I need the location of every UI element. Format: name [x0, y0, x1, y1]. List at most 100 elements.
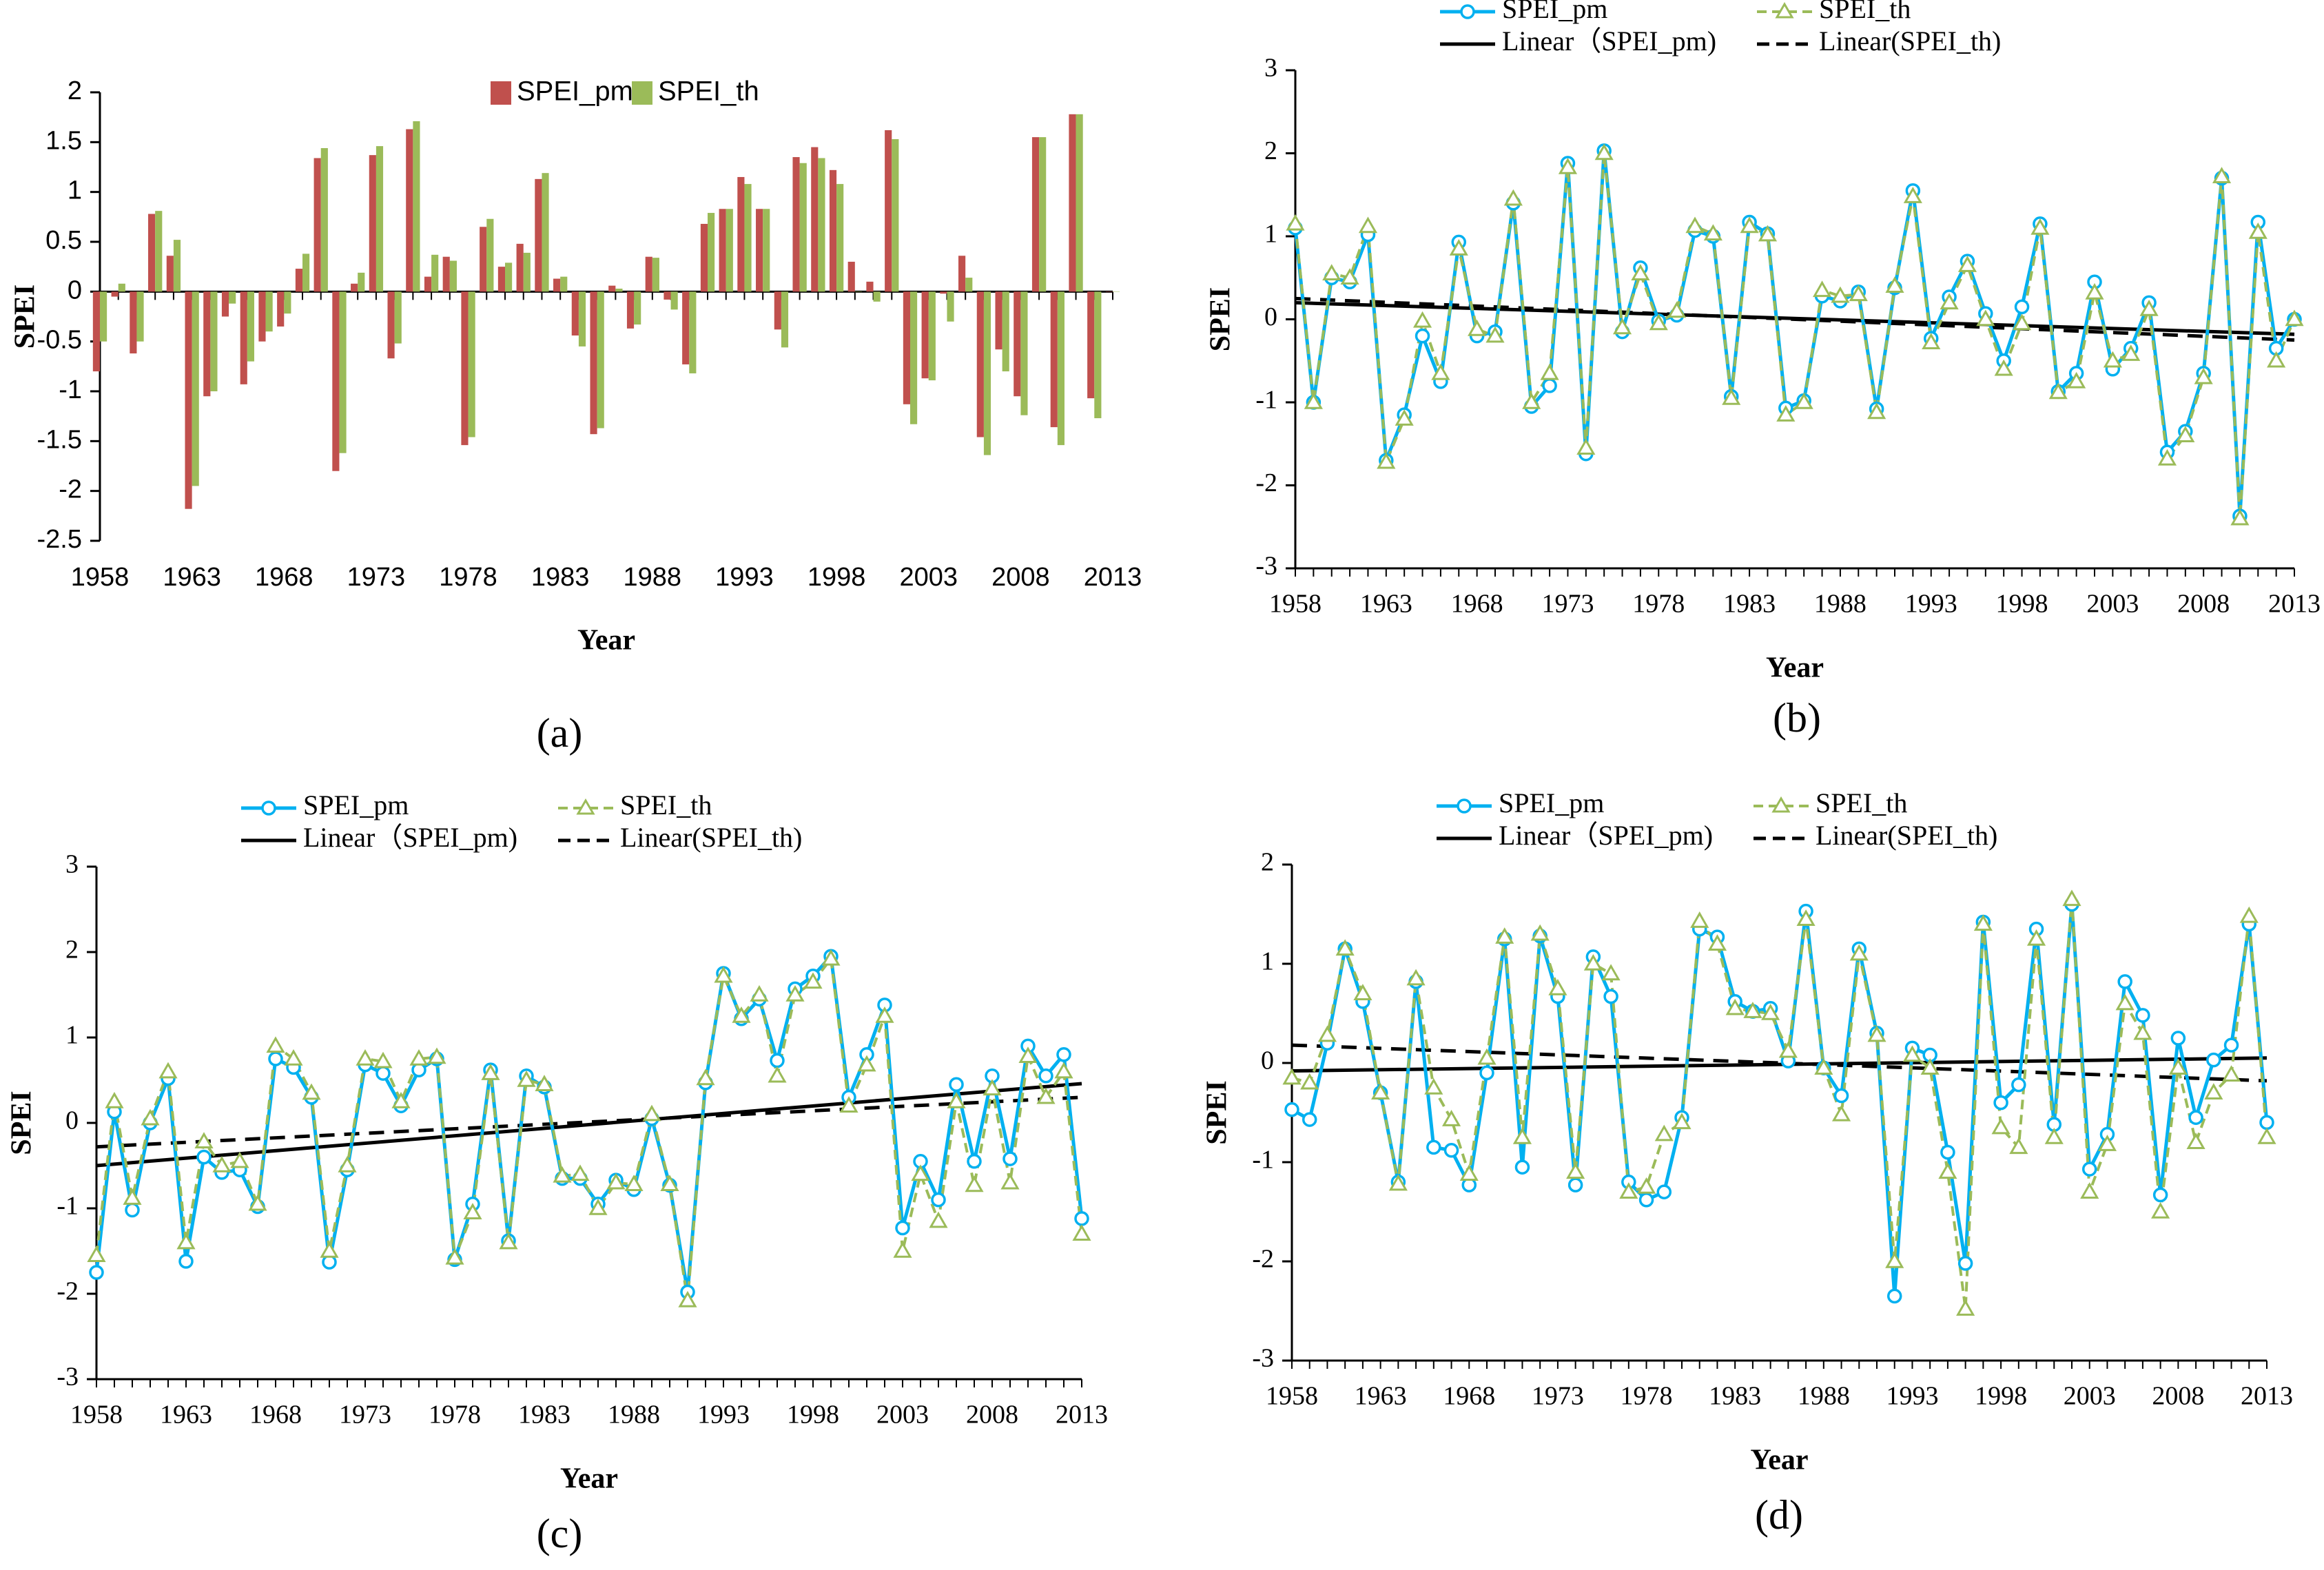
x-tick-label: 1958 — [71, 563, 130, 592]
x-tick-label: 1998 — [1975, 1382, 2027, 1411]
point-spei-pm — [1514, 1159, 1530, 1175]
bar-spei-th — [1113, 291, 1120, 292]
point-spei-th — [588, 1198, 608, 1215]
point-spei-th — [176, 1232, 196, 1250]
point-spei-th — [535, 1075, 554, 1091]
legend-label-spei-th: SPEI_th — [1816, 787, 1907, 818]
x-tick-label: 1958 — [70, 1401, 123, 1429]
y-tick-label: 2 — [65, 936, 79, 964]
point-spei-th — [1477, 1048, 1497, 1065]
bar-spei-pm — [829, 169, 837, 292]
point-spei-th — [1654, 1124, 1674, 1142]
y-tick-label: 0.5 — [45, 226, 82, 255]
point-spei-th — [2248, 222, 2268, 239]
panel-caption: (c) — [537, 1511, 583, 1556]
y-tick-label: 1 — [1261, 947, 1274, 976]
bar-spei-th — [799, 163, 807, 292]
legend-marker-spei-th — [1771, 796, 1791, 813]
bar-spei-pm — [756, 209, 763, 292]
point-spei-pm — [2206, 1052, 2221, 1068]
point-spei-th — [1831, 1104, 1851, 1122]
point-spei-th — [1601, 964, 1621, 981]
point-spei-th — [2212, 167, 2232, 183]
panel-caption: (a) — [537, 710, 583, 756]
bar-spei-pm — [185, 291, 192, 509]
bar-spei-pm — [774, 291, 781, 330]
point-spei-pm — [411, 1062, 426, 1077]
x-tick-label: 1988 — [1798, 1382, 1850, 1411]
bar-spei-th — [413, 121, 420, 292]
bar-spei-th — [431, 254, 439, 292]
point-spei-pm — [1957, 1256, 1973, 1271]
bar-spei-th — [265, 291, 273, 332]
point-spei-th — [212, 1155, 232, 1173]
x-tick-label: 1983 — [518, 1401, 570, 1429]
point-spei-th — [391, 1091, 411, 1108]
bar-spei-pm — [387, 291, 395, 359]
point-spei-th — [1707, 934, 1727, 951]
point-spei-th — [1431, 363, 1450, 380]
bar-spei-th — [836, 184, 844, 292]
bar-spei-th — [210, 291, 218, 391]
point-spei-th — [1412, 311, 1432, 328]
x-tick-label: 2013 — [1084, 563, 1142, 592]
point-spei-th — [570, 1164, 590, 1181]
bar-spei-pm — [921, 291, 929, 379]
y-axis-title: SPEI — [1205, 287, 1237, 351]
legend: SPEI_pm SPEI_th Linear（SPEI_pm) Linear(SPEI… — [1440, 0, 2001, 56]
bar-spei-pm — [1050, 291, 1058, 428]
point-spei-th — [1867, 1025, 1886, 1042]
x-tick-label: 2003 — [2086, 590, 2139, 619]
bar-spei-th — [136, 291, 144, 342]
point-spei-th — [2139, 300, 2159, 316]
point-spei-th — [463, 1203, 482, 1219]
point-spei-th — [2168, 1058, 2188, 1075]
x-tick-label: 2008 — [966, 1401, 1018, 1429]
legend-label-trend-pm: Linear（SPEI_pm) — [1502, 25, 1716, 56]
point-spei-th — [1576, 438, 1596, 455]
bar-spei-pm — [240, 291, 247, 384]
point-spei-pm — [1479, 1065, 1494, 1081]
point-spei-th — [2012, 313, 2032, 331]
point-spei-th — [911, 1164, 930, 1181]
point-spei-th — [1885, 1251, 1904, 1268]
x-axis-title: Year — [560, 1463, 618, 1495]
point-spei-th — [302, 1083, 321, 1100]
legend-label-spei-th: SPEI_th — [1819, 0, 1911, 24]
point-spei-pm — [967, 1154, 982, 1169]
point-spei-th — [1667, 301, 1687, 318]
y-tick-label: 2 — [1261, 848, 1274, 877]
point-spei-th — [1920, 1058, 1940, 1075]
point-spei-th — [1503, 189, 1523, 206]
point-spei-th — [320, 1241, 339, 1258]
bar-spei-pm — [645, 256, 652, 292]
x-tick-label: 1988 — [1814, 590, 1867, 619]
point-spei-th — [2285, 309, 2304, 327]
point-spei-th — [1776, 405, 1796, 422]
bar-spei-pm — [553, 278, 561, 292]
point-spei-th — [1340, 268, 1359, 285]
point-spei-pm — [2259, 1115, 2274, 1130]
bar-spei-th — [468, 291, 475, 437]
x-tick-label: 1988 — [624, 563, 682, 592]
point-spei-pm — [2014, 299, 2030, 315]
point-spei-th — [141, 1108, 160, 1126]
point-spei-pm — [1542, 378, 1557, 393]
point-spei-th — [1406, 969, 1426, 986]
bar-spei-pm — [535, 178, 542, 292]
point-spei-th — [2176, 426, 2195, 442]
point-spei-th — [338, 1155, 357, 1173]
x-tick-label: 1963 — [160, 1401, 212, 1429]
y-tick-label: -2 — [59, 475, 82, 504]
bar-spei-th — [726, 209, 733, 292]
point-spei-th — [194, 1132, 214, 1149]
point-spei-th — [2151, 1201, 2170, 1219]
series-line-spei-th — [95, 957, 1083, 1302]
point-spei-pm — [1603, 989, 1618, 1004]
point-spei-th — [1317, 1025, 1337, 1042]
trend-line-spei-th — [1295, 296, 2295, 342]
bar-spei-th — [155, 211, 163, 292]
legend-marker-spei-th — [1775, 2, 1794, 19]
bar-spei-th — [781, 291, 789, 348]
